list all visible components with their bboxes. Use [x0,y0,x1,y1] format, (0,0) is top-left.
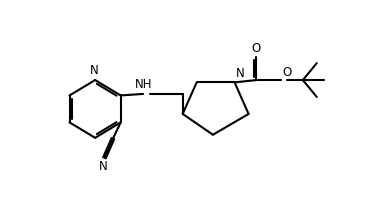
Text: N: N [99,160,108,173]
Text: O: O [252,42,261,55]
Text: N: N [235,67,244,80]
Text: O: O [282,66,291,78]
Text: N: N [90,64,99,77]
Text: NH: NH [135,78,153,91]
